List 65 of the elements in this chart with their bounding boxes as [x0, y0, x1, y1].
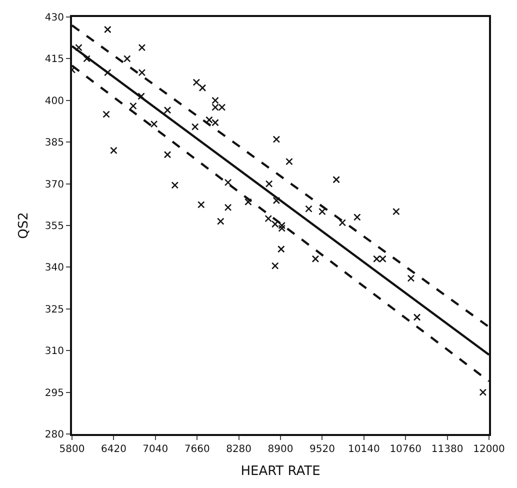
point [392, 208, 400, 216]
x-axis-title: HEART RATE [240, 464, 320, 480]
point [224, 178, 232, 186]
point [479, 388, 487, 396]
point [407, 274, 415, 282]
point [192, 78, 200, 86]
y-tick-label: 355 [44, 221, 64, 232]
x-tick-label: 11380 [431, 444, 464, 455]
point [265, 180, 273, 188]
point [212, 96, 219, 104]
point [164, 150, 172, 158]
x-tick-label: 6420 [100, 444, 126, 455]
y-tick-label: 280 [44, 430, 64, 440]
y-tick-label: 415 [44, 54, 64, 66]
y-tick-label: 400 [44, 96, 64, 107]
point [197, 201, 205, 208]
x-tick-label: 5800 [59, 444, 85, 455]
point [130, 102, 137, 110]
point [110, 146, 118, 154]
point [150, 120, 158, 128]
point [286, 158, 293, 166]
x-tick-label: 12000 [473, 444, 505, 455]
y-tick-label: 325 [44, 304, 64, 316]
point [271, 262, 279, 270]
point [272, 196, 280, 204]
point [305, 205, 312, 212]
point [138, 68, 146, 76]
point [354, 214, 361, 221]
point [278, 245, 285, 253]
point [332, 176, 340, 184]
point [413, 314, 421, 321]
x-tick-label: 9520 [309, 444, 335, 455]
point [312, 255, 320, 263]
y-tick-label: 295 [44, 388, 64, 399]
point [191, 123, 199, 130]
point [104, 26, 112, 34]
point [198, 84, 206, 92]
point [264, 214, 272, 222]
x-tick-label: 7040 [142, 444, 168, 455]
point [164, 106, 172, 114]
point [138, 92, 145, 100]
point [124, 55, 131, 62]
x-tick-label: 8280 [226, 444, 252, 455]
x-tick-label: 10140 [348, 444, 380, 455]
point [102, 110, 110, 118]
point [318, 208, 326, 216]
point [75, 44, 82, 52]
point [216, 218, 224, 225]
x-tick-label: 7660 [184, 444, 210, 455]
y-tick-label: 370 [44, 179, 64, 190]
point [224, 204, 232, 212]
point [278, 224, 286, 232]
x-tick-label: 10760 [390, 444, 422, 455]
point [171, 182, 179, 189]
y-tick-label: 385 [44, 138, 64, 149]
point [338, 219, 346, 226]
point [83, 55, 90, 62]
y-tick-label: 340 [44, 262, 64, 274]
x-tick-label: 8900 [268, 444, 294, 455]
point [138, 44, 146, 52]
y-tick-label: 430 [44, 12, 64, 24]
point [244, 198, 252, 206]
y-axis-title: QS2 [16, 212, 32, 239]
y-tick-label: 310 [44, 346, 64, 358]
point [272, 136, 280, 143]
